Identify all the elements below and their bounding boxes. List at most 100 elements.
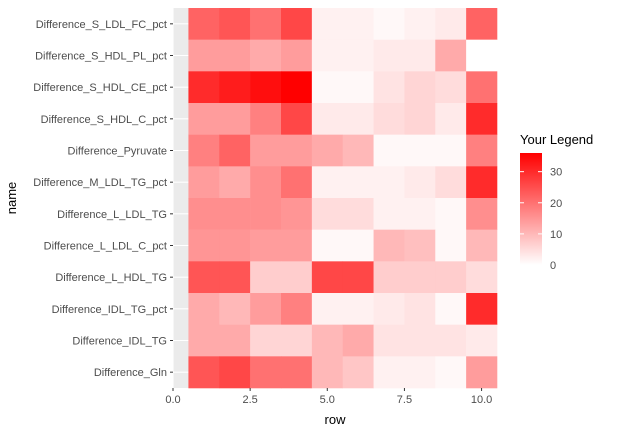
y-tick-label: Difference_S_HDL_CE_pct [33, 82, 167, 94]
heatmap-cell [342, 293, 374, 325]
heatmap-cell [373, 324, 405, 357]
heatmap-cell [373, 356, 405, 389]
heatmap-cells [188, 8, 498, 389]
legend-ticks: 0 10 20 30 [520, 167, 562, 272]
heatmap-cell [250, 324, 282, 357]
heatmap-cell [404, 103, 436, 135]
heatmap-cell [466, 166, 498, 199]
heatmap-cell [311, 356, 344, 389]
heatmap-cell [342, 71, 374, 104]
heatmap-cell [342, 356, 374, 389]
y-tick-label: Difference_M_LDL_TG_pct [33, 177, 167, 189]
heatmap-cell [188, 39, 220, 72]
x-tick-label: 5.0 [320, 394, 335, 406]
y-tick-label: Difference_IDL_TG [72, 336, 167, 348]
y-tick-label: Difference_S_LDL_FC_pct [36, 19, 167, 31]
heatmap-cell [188, 71, 220, 104]
legend-tick-label: 10 [550, 229, 562, 241]
heatmap-cell [404, 8, 436, 40]
heatmap-cell [435, 103, 467, 135]
heatmap-cell [281, 8, 313, 40]
heatmap-cell [311, 198, 344, 230]
heatmap-cell [466, 71, 498, 104]
x-tick-label: 10.0 [471, 394, 492, 406]
y-tick-label: Difference_L_HDL_TG [55, 272, 167, 284]
heatmap-cell [250, 71, 282, 104]
heatmap-cell [281, 261, 313, 294]
heatmap-cell [188, 356, 220, 389]
y-tick-label: Difference_S_HDL_PL_pct [35, 51, 167, 63]
heatmap-cell [219, 103, 251, 135]
heatmap-cell [404, 293, 436, 325]
heatmap-cell [342, 166, 374, 199]
heatmap-cell [404, 229, 436, 262]
y-tick-label: Difference_Gln [94, 367, 167, 379]
heatmap-cell [435, 324, 467, 357]
heatmap-cell [404, 261, 436, 294]
heatmap-cell [435, 293, 467, 325]
y-tick-label: Difference_L_LDL_C_pct [44, 241, 167, 253]
x-axis-ticks: 0.0 2.5 5.0 7.5 10.0 [165, 388, 492, 406]
heatmap-cell [435, 229, 467, 262]
heatmap-cell [281, 324, 313, 357]
heatmap-cell [342, 39, 374, 72]
heatmap-cell [188, 166, 220, 199]
heatmap-cell [435, 71, 467, 104]
heatmap-cell [250, 356, 282, 389]
y-tick-label: Difference_L_LDL_TG [57, 209, 167, 221]
heatmap-cell [311, 103, 344, 135]
heatmap-cell [281, 71, 313, 104]
heatmap-cell [466, 356, 498, 389]
heatmap-cell [342, 324, 374, 357]
x-tick-label: 0.0 [165, 394, 180, 406]
x-axis-title: row [325, 412, 347, 427]
x-tick-label: 7.5 [397, 394, 412, 406]
heatmap-cell [250, 229, 282, 262]
heatmap-cell [466, 198, 498, 230]
heatmap-cell [311, 39, 344, 72]
heatmap-cell [373, 134, 405, 167]
heatmap-cell [281, 229, 313, 262]
heatmap-cell [219, 229, 251, 262]
heatmap-cell [311, 134, 344, 167]
heatmap-cell [250, 198, 282, 230]
heatmap-cell [311, 8, 344, 40]
heatmap-cell [466, 39, 498, 72]
heatmap-cell [435, 8, 467, 40]
y-tick-label: Difference_Pyruvate [68, 146, 167, 158]
y-tick-label: Difference_S_HDL_C_pct [41, 114, 167, 126]
heatmap-cell [188, 261, 220, 294]
heatmap-cell [219, 324, 251, 357]
heatmap-cell [435, 261, 467, 294]
heatmap-cell [188, 324, 220, 357]
heatmap-cell [219, 356, 251, 389]
heatmap-cell [281, 356, 313, 389]
heatmap-cell [342, 198, 374, 230]
heatmap-cell [219, 261, 251, 294]
legend-title: Your Legend [520, 132, 593, 147]
heatmap-cell [466, 324, 498, 357]
heatmap-cell [373, 103, 405, 135]
heatmap-cell [404, 198, 436, 230]
heatmap-cell [404, 324, 436, 357]
heatmap-cell [281, 103, 313, 135]
heatmap-cell [219, 293, 251, 325]
heatmap-cell [466, 103, 498, 135]
heatmap-cell [373, 166, 405, 199]
heatmap-cell [188, 103, 220, 135]
heatmap-cell [342, 103, 374, 135]
heatmap-cell [281, 134, 313, 167]
heatmap-cell [219, 166, 251, 199]
x-tick-label: 2.5 [242, 394, 257, 406]
heatmap-cell [219, 134, 251, 167]
y-tick-label: Difference_IDL_TG_pct [52, 304, 167, 316]
legend-color-bar [520, 153, 542, 265]
heatmap-cell [373, 229, 405, 262]
heatmap-cell [466, 8, 498, 40]
heatmap-cell [404, 39, 436, 72]
heatmap-cell [311, 71, 344, 104]
heatmap-cell [435, 134, 467, 167]
heatmap-cell [373, 71, 405, 104]
heatmap-cell [404, 71, 436, 104]
heatmap-cell [219, 39, 251, 72]
